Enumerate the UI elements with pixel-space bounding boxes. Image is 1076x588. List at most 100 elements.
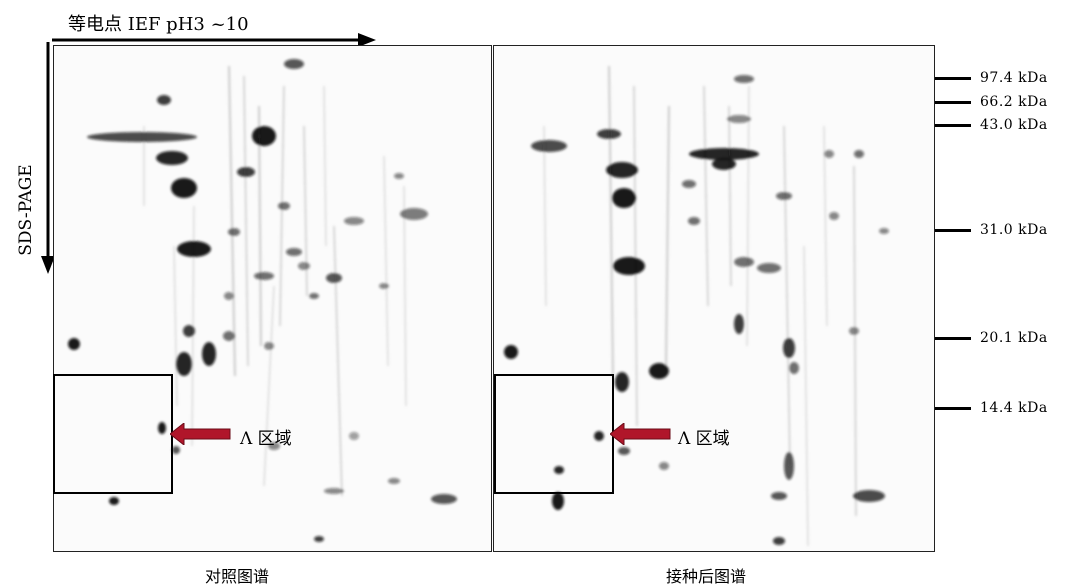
protein-spot — [388, 478, 400, 484]
gel-streak — [853, 165, 857, 517]
protein-spot — [829, 212, 839, 220]
protein-spot — [326, 273, 342, 283]
gel-streak — [173, 245, 178, 407]
gel-streak — [783, 125, 791, 467]
protein-spot — [237, 167, 255, 177]
gel-streak — [258, 105, 262, 347]
protein-spot — [202, 342, 216, 366]
protein-spot — [612, 188, 636, 208]
protein-spot — [531, 140, 567, 152]
protein-spot — [849, 327, 859, 335]
protein-spot — [431, 494, 457, 504]
protein-spot — [649, 363, 669, 379]
gel-streak — [383, 155, 389, 367]
marker-tick — [935, 77, 971, 80]
gel-streak — [243, 75, 249, 367]
protein-spot — [176, 352, 192, 376]
marker-tick — [935, 124, 971, 127]
control-gel-spots — [68, 59, 457, 542]
region-arrow-icon — [610, 423, 671, 445]
protein-spot — [252, 126, 276, 146]
control-gel-image — [53, 45, 492, 552]
gel-streak — [608, 65, 614, 377]
protein-spot — [400, 208, 428, 220]
gel-streak — [703, 85, 709, 307]
region-label-control: Λ 区域 — [240, 429, 292, 449]
ief-arrow-icon — [52, 33, 376, 47]
protein-spot — [879, 228, 889, 234]
protein-spot — [158, 422, 166, 434]
marker-tick — [935, 101, 971, 104]
marker-tick — [935, 407, 971, 410]
protein-spot — [734, 75, 754, 83]
marker-tick — [935, 229, 971, 232]
protein-spot — [228, 228, 240, 236]
protein-spot — [784, 452, 794, 480]
protein-spot — [298, 262, 310, 270]
protein-spot — [688, 217, 700, 225]
lambda-region-box-inoculated — [494, 374, 614, 494]
protein-spot — [854, 150, 864, 158]
protein-spot — [157, 95, 171, 105]
inoculated-gel-spots — [504, 65, 889, 547]
protein-spot — [734, 257, 754, 267]
protein-spot — [594, 431, 604, 441]
protein-spot — [682, 180, 696, 188]
marker-tick — [935, 337, 971, 340]
protein-spot — [224, 292, 234, 300]
protein-spot — [344, 217, 364, 225]
protein-spot — [87, 132, 197, 142]
protein-spot — [264, 342, 274, 350]
sds-axis-label: SDS-PAGE — [16, 164, 36, 256]
protein-spot — [776, 192, 792, 200]
ief-axis-label: 等电点 IEF pH3 ~10 — [68, 14, 249, 35]
protein-spot — [183, 325, 195, 337]
gel-streak — [333, 225, 343, 497]
protein-spot — [727, 115, 751, 123]
region-arrow-icon — [170, 423, 231, 445]
gel-streak — [746, 85, 750, 347]
marker-label: 66.2 kDa — [980, 94, 1048, 110]
protein-spot — [853, 490, 885, 502]
lambda-region-box-control — [53, 374, 173, 494]
protein-spot — [689, 148, 759, 160]
marker-label: 31.0 kDa — [980, 222, 1048, 238]
gel-streak — [303, 125, 308, 297]
protein-spot — [597, 129, 621, 139]
protein-spot — [771, 492, 787, 500]
protein-spot — [824, 150, 834, 158]
protein-spot — [618, 447, 630, 455]
gel-streak — [728, 105, 732, 287]
protein-spot — [504, 345, 518, 359]
protein-spot — [171, 178, 197, 198]
protein-spot — [379, 283, 389, 289]
marker-label: 97.4 kDa — [980, 70, 1048, 86]
protein-spot — [324, 488, 344, 494]
gel-streak — [263, 285, 275, 487]
marker-label: 20.1 kDa — [980, 330, 1048, 346]
protein-spot — [68, 338, 80, 350]
protein-spot — [659, 462, 669, 470]
inoculated-gel-caption: 接种后图谱 — [666, 567, 747, 586]
protein-spot — [349, 432, 359, 440]
gel-streak — [633, 85, 638, 427]
gel-streak — [823, 125, 828, 327]
protein-spot — [712, 158, 736, 170]
protein-spot — [615, 372, 629, 392]
protein-spot — [278, 202, 290, 210]
protein-spot — [613, 257, 645, 275]
marker-label: 14.4 kDa — [980, 400, 1048, 416]
inoculated-gel-image — [493, 45, 935, 552]
protein-spot — [223, 331, 235, 341]
protein-spot — [156, 151, 188, 165]
protein-spot — [172, 446, 180, 454]
protein-spot — [757, 263, 781, 273]
protein-spot — [554, 466, 564, 474]
protein-spot — [284, 59, 304, 69]
protein-spot — [783, 338, 795, 358]
gel-streak — [228, 65, 236, 377]
gel-streak — [403, 185, 407, 407]
protein-spot — [109, 497, 119, 505]
protein-spot — [789, 362, 799, 374]
protein-spot — [286, 248, 302, 256]
